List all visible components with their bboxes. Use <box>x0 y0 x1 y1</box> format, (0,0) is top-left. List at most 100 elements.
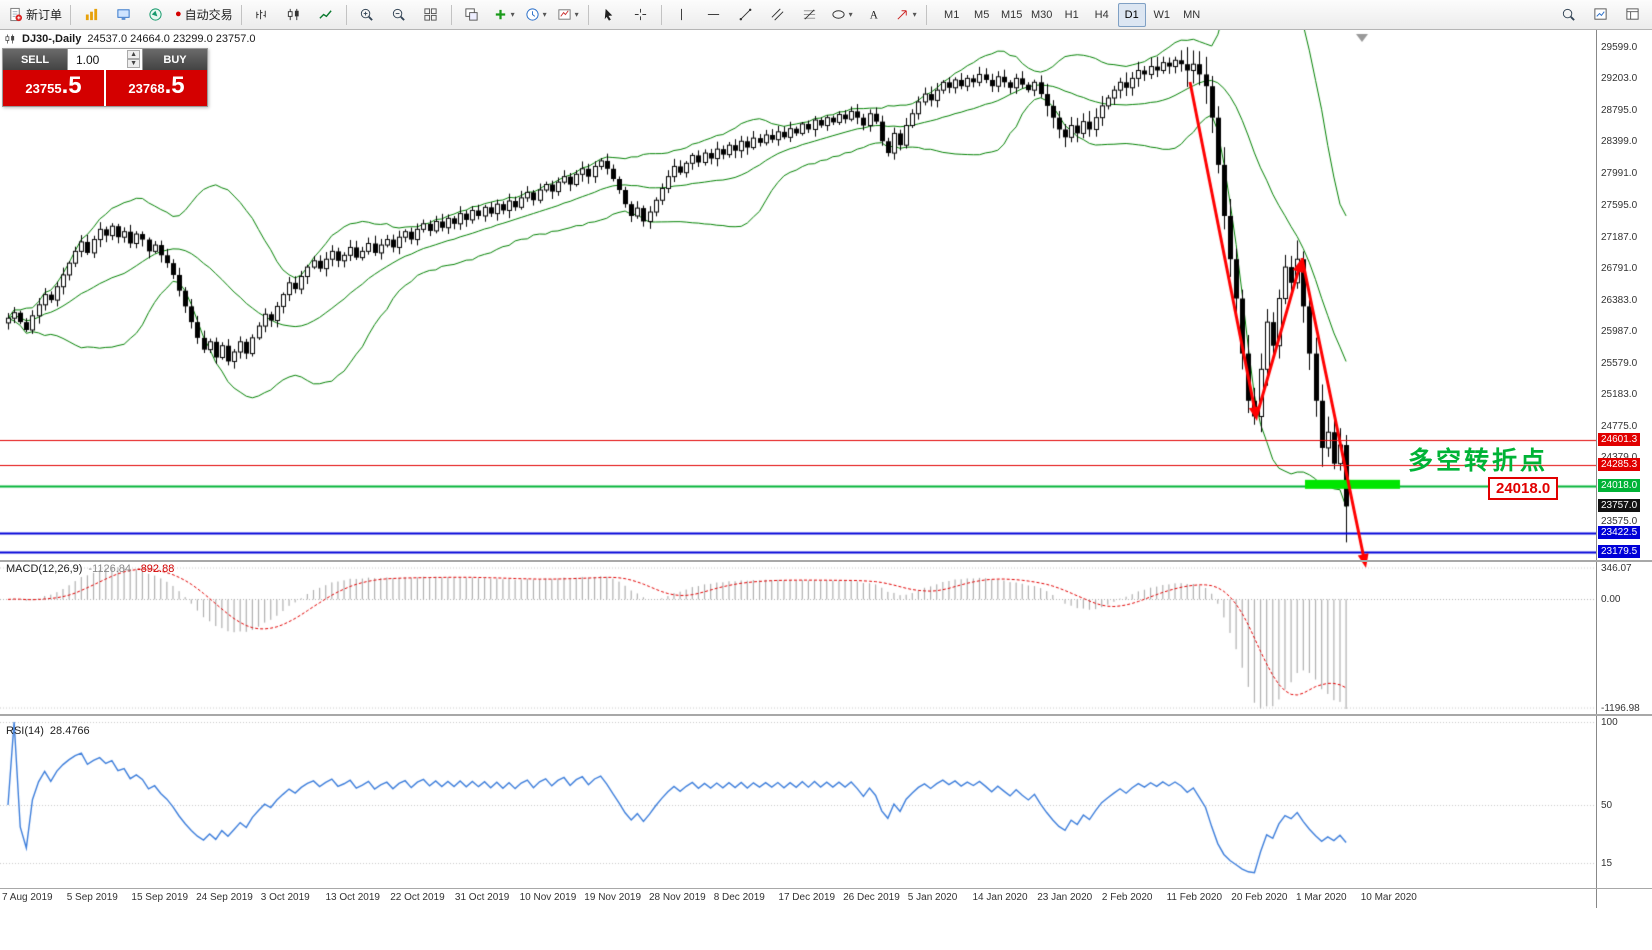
date-label: 5 Jan 2020 <box>907 892 958 903</box>
price-tick: 29599.0 <box>1601 41 1638 53</box>
toolbar-separator <box>925 4 927 25</box>
toolbar-separator <box>587 4 589 25</box>
tile-windows-button[interactable] <box>456 2 488 28</box>
indicators-button[interactable]: ▾ <box>488 2 520 28</box>
volume-down-button[interactable]: ▼ <box>127 59 140 68</box>
chart-area: DJ30-,Daily 24537.0 24664.0 23299.0 2375… <box>0 30 1652 950</box>
cursor-button[interactable] <box>593 2 625 28</box>
chevron-down-icon: ▾ <box>574 9 579 19</box>
crosshair-button[interactable] <box>625 2 657 28</box>
price-tick: 27187.0 <box>1601 231 1638 243</box>
price-tag: 23179.5 <box>1598 544 1641 558</box>
price-tick: 27595.0 <box>1601 199 1638 211</box>
rsi-splitter[interactable] <box>0 714 1652 716</box>
search-icon <box>1562 8 1575 21</box>
chevron-down-icon: ▾ <box>510 9 515 19</box>
date-label: 28 Nov 2019 <box>649 892 706 903</box>
rsi-tick: 100 <box>1601 717 1618 728</box>
macd-tick: 346.07 <box>1601 563 1632 574</box>
price-tick: 24775.0 <box>1601 421 1638 433</box>
rsi-label: RSI(14) 28.4766 <box>6 725 90 737</box>
rsi-name: RSI(14) <box>6 725 44 737</box>
search-button[interactable] <box>1552 2 1584 28</box>
zoom-out-button[interactable] <box>383 2 415 28</box>
crosshair-icon <box>635 8 647 21</box>
arrow-tools-button[interactable]: ▾ <box>890 2 922 28</box>
one-click-prices: 23755 .5 23768 .5 <box>3 70 207 106</box>
new-order-button[interactable]: 新订单 <box>4 2 66 28</box>
chart-bars-button[interactable] <box>246 2 278 28</box>
date-label: 31 Oct 2019 <box>454 892 510 903</box>
macd-signal-value: -892.88 <box>137 563 175 575</box>
trendline-button[interactable] <box>730 2 762 28</box>
zoom-in-button[interactable] <box>351 2 383 28</box>
timeframe-m1[interactable]: M1 <box>944 8 960 21</box>
rsi-tick: 50 <box>1601 800 1613 811</box>
toolbar-separator <box>70 4 72 25</box>
timeframe-m15[interactable]: M15 <box>1000 8 1023 21</box>
auto-arrange-button[interactable] <box>415 2 447 28</box>
autotrading-label: 自动交易 <box>184 8 233 22</box>
price-axis[interactable]: 29599.0 29203.0 28795.0 28399.0 27991.0 27595… <box>1596 30 1652 908</box>
channel-button[interactable] <box>762 2 794 28</box>
autotrading-button[interactable]: ● 自动交易 <box>171 2 237 28</box>
horizontal-line-button[interactable] <box>698 2 730 28</box>
zoom-in-icon <box>361 8 373 21</box>
data-window-button[interactable] <box>107 2 139 28</box>
timeframe-mn[interactable]: MN <box>1183 8 1201 21</box>
templates-button[interactable]: ▾ <box>552 2 584 28</box>
macd-splitter[interactable] <box>0 560 1652 562</box>
timeframe-h1[interactable]: H1 <box>1064 8 1079 21</box>
toolbar-separator <box>450 4 452 25</box>
chart-canvas[interactable] <box>0 30 1596 908</box>
horizontal-line-icon <box>708 14 720 15</box>
chevron-down-icon: ▾ <box>542 9 547 19</box>
market-watch-button[interactable] <box>75 2 107 28</box>
one-click-trading-panel: SELL 1.00 ▲ ▼ BUY 23755 .5 23768 .5 <box>2 48 208 107</box>
fibonacci-button[interactable] <box>794 2 826 28</box>
text-button[interactable]: A <box>858 2 890 28</box>
date-label: 15 Sep 2019 <box>131 892 189 903</box>
periods-button[interactable]: ▾ <box>520 2 552 28</box>
sell-price-main: 23755 <box>25 81 62 96</box>
volume-field[interactable]: 1.00 ▲ ▼ <box>67 49 143 70</box>
price-tick: 26791.0 <box>1601 262 1638 274</box>
autotrading-icon: ● <box>175 8 182 20</box>
new-order-icon <box>10 7 23 22</box>
date-label: 7 Aug 2019 <box>2 892 53 903</box>
chart-candles-button[interactable] <box>278 2 310 28</box>
chart-line-button[interactable] <box>310 2 342 28</box>
new-chart-button[interactable] <box>1584 2 1616 28</box>
vertical-line-button[interactable] <box>666 2 698 28</box>
date-label: 8 Dec 2019 <box>713 892 765 903</box>
symbol-period-label: DJ30-,Daily <box>22 33 82 45</box>
timeframe-m30[interactable]: M30 <box>1030 8 1053 21</box>
clock-icon <box>526 8 539 21</box>
price-tick: 25579.0 <box>1601 358 1638 370</box>
shapes-button[interactable]: ▾ <box>826 2 858 28</box>
timeframe-h4[interactable]: H4 <box>1094 8 1109 21</box>
buy-button[interactable]: BUY <box>143 49 207 70</box>
window-list-icon <box>1625 8 1639 20</box>
date-label: 10 Mar 2020 <box>1360 892 1417 903</box>
date-axis[interactable]: 7 Aug 2019 5 Sep 2019 15 Sep 2019 24 Sep 20… <box>0 890 1596 908</box>
price-tick: 28795.0 <box>1601 105 1638 117</box>
profiles-button[interactable] <box>1616 2 1648 28</box>
timeframe-m5[interactable]: M5 <box>974 8 990 21</box>
toolbar-separator <box>240 4 242 25</box>
cursor-icon <box>604 8 613 21</box>
level-annotation-box: 24018.0 <box>1488 477 1559 500</box>
rsi-tick: 15 <box>1601 858 1613 870</box>
date-label: 3 Oct 2019 <box>260 892 310 903</box>
date-label: 14 Jan 2020 <box>972 892 1028 903</box>
date-label: 24 Sep 2019 <box>196 892 253 903</box>
sell-button[interactable]: SELL <box>3 49 67 70</box>
line-chart-icon <box>319 10 332 19</box>
timeframe-d1[interactable]: D1 <box>1117 2 1146 27</box>
macd-tick: -1196.98 <box>1601 703 1640 714</box>
navigator-button[interactable] <box>139 2 171 28</box>
fibonacci-icon <box>804 9 816 20</box>
volume-up-button[interactable]: ▲ <box>127 50 140 59</box>
timeframe-w1[interactable]: W1 <box>1153 8 1170 21</box>
